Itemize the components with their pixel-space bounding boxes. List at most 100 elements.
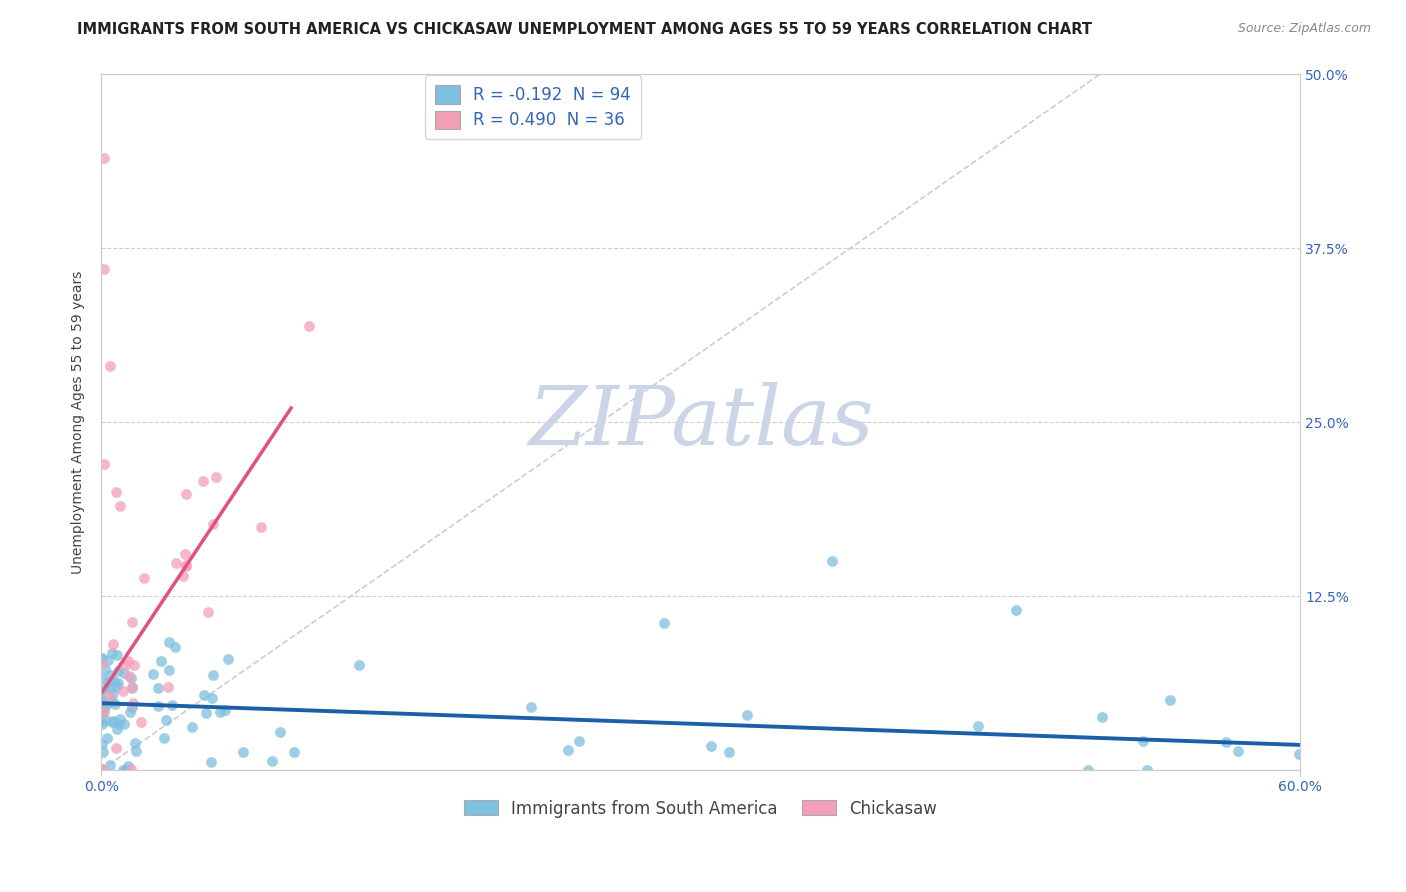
Point [200,756,222,770]
Point [112,684,135,698]
Point [103,674,125,689]
Point [91,700,114,714]
Point [93,457,115,471]
Point [129,715,152,730]
Point [124,736,146,750]
Point [91,745,114,759]
Point [105,722,128,736]
Point [93,705,115,719]
Point [101,714,124,728]
Point [98,683,121,698]
Point [91,702,114,716]
Point [1005,603,1028,617]
Point [121,680,143,694]
Point [93,151,115,165]
Point [97,689,120,703]
Text: IMMIGRANTS FROM SOUTH AMERICA VS CHICKASAW UNEMPLOYMENT AMONG AGES 55 TO 59 YEAR: IMMIGRANTS FROM SOUTH AMERICA VS CHICKAS… [77,22,1092,37]
Point [107,664,129,678]
Point [93,703,115,717]
Point [157,663,180,677]
Point [98,359,121,374]
Point [108,712,131,726]
Point [142,667,165,681]
Point [93,681,115,695]
Point [97,653,120,667]
Point [205,470,228,484]
Point [197,605,219,619]
Point [111,763,134,777]
Point [90,737,112,751]
Point [153,731,176,746]
Point [718,745,741,759]
Point [157,634,180,648]
Point [90,686,112,700]
Point [101,714,124,729]
Point [1077,763,1099,777]
Y-axis label: Unemployment Among Ages 55 to 59 years: Unemployment Among Ages 55 to 59 years [72,270,86,574]
Point [90,657,112,671]
Point [172,569,194,583]
Point [98,668,121,682]
Point [165,556,187,570]
Point [90,701,112,715]
Point [125,744,148,758]
Point [180,720,202,734]
Point [104,697,127,711]
Point [150,654,173,668]
Point [122,658,145,673]
Point [821,554,844,568]
Point [101,694,124,708]
Point [148,699,170,714]
Point [967,719,990,733]
Point [103,638,125,652]
Point [93,762,115,776]
Point [201,691,224,706]
Point [173,547,195,561]
Point [121,681,143,695]
Point [96,697,118,711]
Point [108,499,131,513]
Point [217,652,239,666]
Point [519,700,541,714]
Point [155,713,177,727]
Text: Source: ZipAtlas.com: Source: ZipAtlas.com [1237,22,1371,36]
Point [96,731,118,745]
Point [90,695,112,709]
Point [121,700,143,714]
Point [117,654,139,668]
Point [232,745,254,759]
Point [249,520,271,534]
Point [90,652,112,666]
Text: ZIPatlas: ZIPatlas [527,382,873,462]
Point [134,571,156,585]
Point [90,696,112,710]
Point [1288,747,1310,761]
Point [105,484,128,499]
Point [120,671,142,685]
Point [298,319,321,334]
Point [269,725,291,739]
Point [118,669,141,683]
Point [114,657,136,672]
Point [90,714,112,729]
Point [94,662,117,676]
Point [93,261,115,276]
Point [160,698,183,713]
Point [100,646,122,660]
Point [174,558,197,573]
Point [90,651,112,665]
Point [654,616,676,631]
Point [1132,734,1154,748]
Point [1135,763,1157,777]
Point [1091,710,1114,724]
Point [214,703,236,717]
Point [557,742,579,756]
Point [208,706,231,720]
Point [90,762,112,776]
Point [98,758,121,772]
Point [283,745,305,759]
Point [156,680,179,694]
Point [101,686,124,700]
Point [121,696,143,710]
Point [90,716,112,731]
